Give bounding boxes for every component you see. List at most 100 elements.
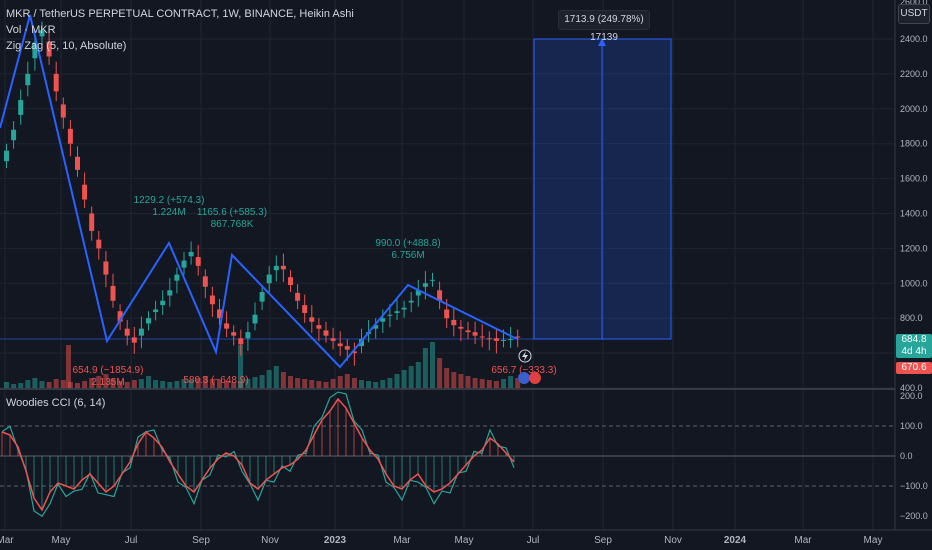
zigzag-path: [0, 14, 518, 369]
candle-body: [224, 323, 230, 329]
candle-body: [46, 41, 52, 57]
zigzag-label: 1229.2 (+574.3): [134, 195, 205, 206]
lightning-icon[interactable]: [518, 349, 532, 363]
candle-body: [174, 274, 180, 281]
volume-bar: [103, 374, 109, 388]
volume-bar: [486, 380, 492, 388]
candle-body: [501, 340, 506, 342]
zigzag-volume: 6.756M: [391, 250, 424, 261]
volume-bar: [323, 382, 329, 388]
candle-body: [437, 290, 443, 301]
volume-bar: [96, 376, 102, 388]
volume-bar: [259, 375, 265, 388]
volume-bar: [18, 383, 24, 388]
time-tick: 2024: [724, 535, 747, 546]
candle-body: [288, 277, 293, 286]
candle-body: [465, 330, 471, 333]
price-tick: 1400.0: [900, 209, 928, 219]
candle-body: [75, 156, 80, 170]
time-tick: May: [52, 535, 71, 546]
zigzag-line: [0, 14, 518, 369]
candle-body: [259, 292, 265, 302]
volume-bar: [160, 381, 166, 388]
candle-body: [25, 73, 31, 86]
time-tick: Nov: [261, 535, 279, 546]
volume-legend[interactable]: Vol · MKR: [6, 24, 56, 36]
volume-bar: [437, 358, 443, 388]
volume-bar: [224, 381, 230, 388]
volume-bar: [330, 379, 336, 388]
candle-body: [195, 257, 201, 266]
volume-bar: [195, 378, 201, 388]
volume-bar: [401, 370, 407, 388]
price-tick: 1200.0: [900, 243, 928, 253]
candle-body: [188, 251, 194, 257]
volume-bar: [288, 376, 293, 388]
volume-bar: [493, 381, 499, 388]
flag-icon[interactable]: [518, 372, 541, 384]
volume-bar: [75, 383, 80, 388]
osc-tick: 200.0: [900, 391, 923, 401]
candle-body: [96, 239, 102, 249]
candle-body: [103, 261, 109, 275]
volume-bar: [280, 372, 286, 388]
chart-legend: MKR / TetherUS PERPETUAL CONTRACT, 1W, B…: [6, 6, 354, 54]
volume-bar: [110, 379, 116, 388]
volume-bar: [444, 368, 450, 388]
price-tick: 400.0: [900, 383, 923, 393]
time-tick: Mar: [393, 535, 411, 546]
candle-body: [351, 351, 357, 354]
cci-legend[interactable]: Woodies CCI (6, 14): [6, 397, 106, 409]
volume-bar: [153, 380, 159, 388]
time-axis[interactable]: Mar May Jul Sep Nov 2023 Mar May Jul Sep Nov 2024 Ma…: [0, 535, 882, 546]
symbol-title[interactable]: MKR / TetherUS PERPETUAL CONTRACT, 1W, B…: [6, 8, 354, 20]
candle-body: [422, 283, 428, 287]
candle-body: [209, 295, 215, 305]
price-tick: 1800.0: [900, 139, 928, 149]
candle-body: [493, 338, 499, 341]
range-arrow-head: [598, 38, 606, 46]
candle-body: [479, 336, 485, 338]
volume-bar: [66, 345, 71, 388]
volume-bar: [458, 374, 464, 388]
osc-axis[interactable]: 200.0 100.0 0.0 −100.0 −200.0: [900, 391, 928, 521]
candle-body: [231, 332, 237, 336]
candle-body: [380, 318, 386, 322]
volume-bar: [131, 380, 137, 388]
volume-bar: [181, 379, 187, 388]
price-tick: 2000.0: [900, 104, 928, 114]
candle-body: [444, 309, 450, 319]
zigzag-label: 580.3 (−648.9): [183, 375, 248, 386]
volume-bar: [387, 378, 393, 388]
time-tick: Nov: [664, 535, 682, 546]
volume-bar: [117, 381, 123, 388]
volume-bar: [202, 376, 208, 388]
candle-body: [280, 265, 286, 270]
zigzag-labels: 1229.2 (+574.3)1.224M 1165.6 (+585.3)867.…: [73, 195, 557, 388]
candle-body: [309, 317, 315, 322]
zigzag-label: 990.0 (+488.8): [375, 238, 440, 249]
currency-selector[interactable]: USDT: [898, 4, 930, 24]
candle-body: [4, 150, 9, 162]
cci-pane: [0, 391, 895, 518]
candle-body: [458, 326, 464, 329]
volume-bar: [217, 380, 222, 388]
volume-bar: [266, 370, 272, 388]
candle-body: [131, 337, 137, 343]
volume-bar: [25, 380, 31, 388]
time-tick: Mar: [794, 535, 812, 546]
candle-body: [266, 274, 272, 284]
last-price-tag: 684.8 4d 4h: [896, 334, 932, 358]
candle-body: [245, 332, 251, 339]
time-tick: Jul: [527, 535, 540, 546]
candle-body: [67, 128, 73, 144]
time-tick: Sep: [192, 535, 210, 546]
zigzag-legend[interactable]: Zig Zag (5, 10, Absolute): [6, 40, 127, 52]
volume-bar: [344, 374, 350, 388]
candle-body: [32, 42, 38, 59]
time-tick: Mar: [0, 535, 14, 546]
volume-bar: [302, 379, 308, 388]
volume-bar: [273, 366, 279, 388]
candle-body: [394, 311, 400, 313]
